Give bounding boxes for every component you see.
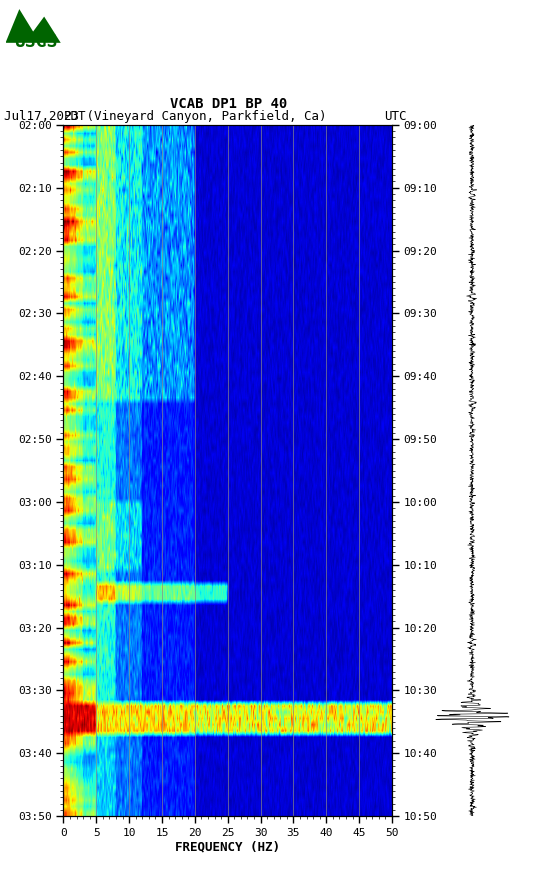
Text: UTC: UTC: [384, 110, 406, 123]
Text: Jul17,2023 (Vineyard Canyon, Parkfield, Ca): Jul17,2023 (Vineyard Canyon, Parkfield, …: [4, 110, 327, 123]
Text: VCAB DP1 BP 40: VCAB DP1 BP 40: [171, 97, 288, 112]
Text: PDT: PDT: [63, 110, 86, 123]
Polygon shape: [6, 9, 61, 43]
X-axis label: FREQUENCY (HZ): FREQUENCY (HZ): [175, 841, 280, 854]
Text: USGS: USGS: [14, 33, 57, 51]
